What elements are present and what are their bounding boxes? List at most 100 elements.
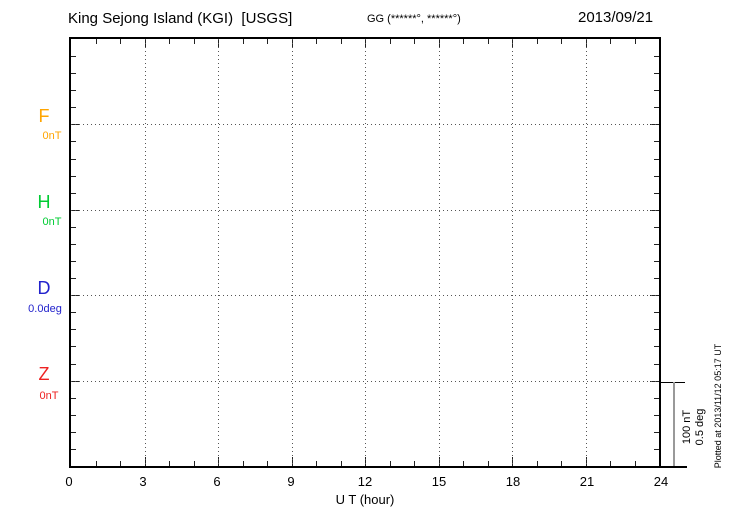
tick-mark xyxy=(414,39,415,44)
channel-h-baseline-value: 0nT xyxy=(42,216,62,228)
tick-mark xyxy=(561,461,562,466)
tick-mark xyxy=(536,39,538,44)
x-tick-label: 12 xyxy=(357,474,373,489)
tick-mark xyxy=(654,363,659,365)
scale-bar-label: 100 nT 0.5 deg xyxy=(681,397,707,457)
tick-mark xyxy=(654,175,659,177)
tick-mark xyxy=(654,107,659,109)
gridline xyxy=(71,295,659,297)
scale-bar-bottom-cap xyxy=(661,466,687,468)
tick-mark xyxy=(267,461,268,466)
tick-mark xyxy=(654,431,659,433)
tick-mark xyxy=(463,39,464,44)
tick-mark xyxy=(316,39,317,44)
tick-mark xyxy=(654,73,659,75)
tick-mark xyxy=(169,461,170,466)
tick-mark xyxy=(414,461,415,466)
tick-mark xyxy=(95,39,97,44)
tick-mark xyxy=(71,448,76,450)
tick-mark xyxy=(654,346,659,348)
tick-mark xyxy=(193,461,195,466)
scale-bar-angle: 0.5 deg xyxy=(694,408,706,446)
gridline xyxy=(438,39,440,466)
tick-mark xyxy=(487,39,489,44)
tick-mark xyxy=(654,278,659,280)
tick-mark xyxy=(654,90,659,92)
plot-date: 2013/09/21 xyxy=(578,9,654,26)
tick-mark xyxy=(71,107,76,109)
channel-f-baseline-value: 0nT xyxy=(42,130,62,142)
tick-mark xyxy=(654,414,659,416)
plotted-at-note: Plotted at 2013/11/12 05:17 UT xyxy=(713,343,723,469)
x-tick-label: 15 xyxy=(431,474,447,489)
tick-mark xyxy=(71,192,76,194)
channel-f-label: F xyxy=(38,106,50,126)
channel-d-label: D xyxy=(37,278,51,298)
gridline xyxy=(71,124,659,126)
channel-z-baseline-value: 0nT xyxy=(39,390,59,402)
tick-mark xyxy=(267,39,268,44)
channel-h-label: H xyxy=(37,192,51,212)
tick-mark xyxy=(71,431,76,433)
tick-mark xyxy=(71,141,76,143)
tick-mark xyxy=(71,261,76,263)
tick-mark xyxy=(71,346,76,348)
plot-area xyxy=(71,39,659,466)
tick-mark xyxy=(71,414,76,416)
tick-mark xyxy=(634,39,636,44)
tick-mark xyxy=(71,226,76,228)
tick-mark xyxy=(120,39,121,44)
x-tick-label: 24 xyxy=(653,474,669,489)
tick-mark xyxy=(654,243,659,245)
gridline xyxy=(144,39,146,466)
tick-mark xyxy=(463,461,464,466)
tick-mark xyxy=(242,39,244,44)
tick-mark xyxy=(654,397,659,399)
channel-z-label: Z xyxy=(38,364,50,384)
tick-mark xyxy=(316,461,317,466)
tick-mark xyxy=(71,175,76,177)
tick-mark xyxy=(71,312,76,314)
plot-frame xyxy=(69,37,661,468)
scale-bar-amplitude: 100 nT xyxy=(681,409,693,445)
tick-mark xyxy=(654,56,659,58)
tick-mark xyxy=(95,461,97,466)
tick-mark xyxy=(654,312,659,314)
tick-mark xyxy=(654,192,659,194)
x-axis-title: U T (hour) xyxy=(335,492,395,507)
tick-mark xyxy=(193,39,195,44)
tick-mark xyxy=(71,56,76,58)
tick-mark xyxy=(71,329,76,331)
gridline xyxy=(512,39,513,466)
tick-mark xyxy=(169,39,170,44)
tick-mark xyxy=(71,73,76,75)
station-coordinates: GG (******°, ******°) xyxy=(367,13,461,25)
gridline xyxy=(365,39,366,466)
tick-mark xyxy=(654,141,659,143)
x-tick-label: 18 xyxy=(505,474,521,489)
x-tick-label: 9 xyxy=(287,474,295,489)
x-tick-label: 3 xyxy=(139,474,147,489)
gridline xyxy=(71,380,659,382)
gridline xyxy=(71,209,659,211)
tick-mark xyxy=(71,158,76,160)
tick-mark xyxy=(71,243,76,245)
x-tick-label: 0 xyxy=(65,474,73,489)
tick-mark xyxy=(487,461,489,466)
tick-mark xyxy=(654,261,659,263)
tick-mark xyxy=(561,39,562,44)
gridline xyxy=(585,39,587,466)
tick-mark xyxy=(610,461,611,466)
tick-mark xyxy=(389,39,391,44)
channel-d-baseline-value: 0.0deg xyxy=(28,303,62,315)
tick-mark xyxy=(71,397,76,399)
tick-mark xyxy=(340,461,342,466)
page-title: King Sejong Island (KGI) [USGS] xyxy=(68,10,293,27)
tick-mark xyxy=(654,448,659,450)
tick-mark xyxy=(71,90,76,92)
tick-mark xyxy=(242,461,244,466)
tick-mark xyxy=(389,461,391,466)
tick-mark xyxy=(634,461,636,466)
tick-mark xyxy=(536,461,538,466)
